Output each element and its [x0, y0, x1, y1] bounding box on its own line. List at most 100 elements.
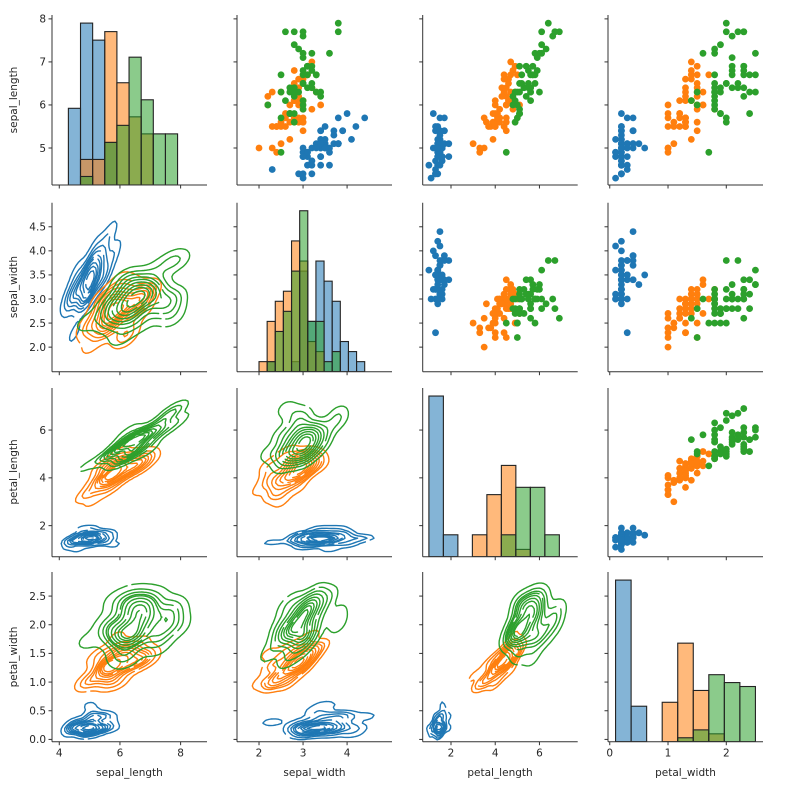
y-tick-label: 7 — [39, 57, 46, 69]
scatter-point — [491, 329, 499, 337]
y-tick-label: 4 — [39, 473, 46, 485]
scatter-point — [317, 101, 325, 109]
x-tick-label: 6 — [117, 748, 124, 760]
scatter-point — [722, 319, 730, 327]
kde-contour — [71, 720, 104, 734]
scatter-point — [711, 426, 719, 434]
scatter-point — [746, 110, 753, 117]
scatter-point — [740, 440, 748, 448]
hist-bar — [274, 330, 284, 372]
kde-contour — [285, 428, 320, 460]
hist-bar — [152, 133, 166, 185]
scatter-point — [480, 343, 488, 351]
kde-contour — [82, 534, 99, 542]
scatter-point — [711, 419, 719, 427]
scatter-point — [687, 300, 695, 308]
subplot-sepal_width-vs-petal_length — [419, 202, 578, 376]
scatter-point — [752, 88, 759, 96]
scatter-point — [717, 424, 724, 432]
scatter-point — [693, 285, 701, 293]
hist-bar — [79, 175, 94, 185]
kde-contour — [283, 599, 318, 643]
scatter-point — [618, 271, 625, 279]
kde-contour — [75, 271, 162, 354]
scatter-point — [618, 123, 625, 130]
scatter-point — [317, 127, 325, 135]
scatter-point — [317, 161, 325, 169]
scatter-point — [427, 174, 435, 182]
scatter-point — [500, 329, 508, 337]
hist-bar — [266, 361, 276, 372]
scatter-point — [516, 305, 523, 313]
scatter-point — [682, 460, 689, 467]
scatter-point — [255, 144, 263, 152]
kde-contour — [110, 597, 155, 646]
scatter-point — [618, 546, 625, 553]
scatter-point — [711, 295, 719, 303]
hist-bar — [442, 534, 459, 557]
kde-contour — [63, 527, 115, 548]
scatter-point — [432, 329, 439, 337]
scatter-point — [476, 329, 484, 337]
kde-contour — [435, 725, 442, 731]
scatter-point — [676, 97, 684, 105]
x-tick-label: 4 — [492, 748, 499, 760]
kde-contour — [261, 448, 325, 501]
hist-bar — [500, 534, 517, 557]
y-tick-label: 2.5 — [29, 591, 46, 603]
scatter-point — [618, 237, 625, 245]
x-tick-label: 2 — [256, 748, 263, 760]
scatter-point — [277, 140, 285, 148]
subplot-sepal_length-vs-sepal_length: 5 6 7 8 — [39, 14, 207, 189]
scatter-point — [734, 84, 742, 92]
hist-bar — [307, 320, 317, 372]
scatter-point — [728, 71, 736, 79]
scatter-point — [728, 281, 736, 288]
subplot-petal_length-vs-sepal_length: 2 4 6 — [39, 388, 207, 561]
scatter-point — [348, 135, 355, 143]
scatter-point — [699, 310, 707, 317]
plot-area — [615, 579, 756, 742]
scatter-point — [623, 295, 631, 303]
scatter-point — [533, 285, 541, 293]
subplot-petal_length-vs-petal_width — [604, 388, 763, 561]
kde-contour — [432, 719, 445, 735]
scatter-point — [612, 148, 619, 156]
scatter-point — [711, 84, 719, 92]
scatter-point — [629, 261, 637, 269]
scatter-point — [670, 498, 678, 506]
y-tick-label: 6 — [39, 100, 46, 112]
kde-contour — [262, 700, 375, 741]
scatter-point — [722, 285, 730, 293]
scatter-point — [728, 295, 736, 303]
scatter-point — [711, 319, 719, 327]
scatter-point — [469, 319, 477, 327]
scatter-point — [304, 62, 311, 70]
scatter-point — [693, 305, 701, 313]
scatter-point — [334, 140, 342, 148]
scatter-point — [687, 97, 695, 105]
scatter-point — [491, 97, 499, 105]
kde-contour — [296, 532, 343, 545]
hist-bar — [529, 486, 546, 557]
scatter-point — [618, 257, 625, 264]
scatter-point — [699, 295, 707, 303]
scatter-point — [740, 405, 748, 412]
scatter-point — [618, 144, 625, 152]
scatter-point — [664, 481, 672, 489]
kde-contour — [117, 604, 148, 642]
hist-bar — [708, 674, 725, 742]
scatter-point — [722, 305, 730, 313]
scatter-point — [711, 300, 719, 308]
kde-contour — [290, 608, 309, 634]
scatter-point — [752, 266, 759, 274]
kde-contour — [103, 418, 167, 463]
plot-area — [425, 19, 563, 182]
scatter-point — [676, 469, 684, 477]
plot-area — [59, 220, 191, 354]
scatter-point — [693, 300, 701, 308]
kde-contour — [426, 701, 452, 741]
plot-area — [428, 395, 560, 557]
kde-contour — [300, 533, 339, 544]
kde-contour — [291, 433, 314, 455]
